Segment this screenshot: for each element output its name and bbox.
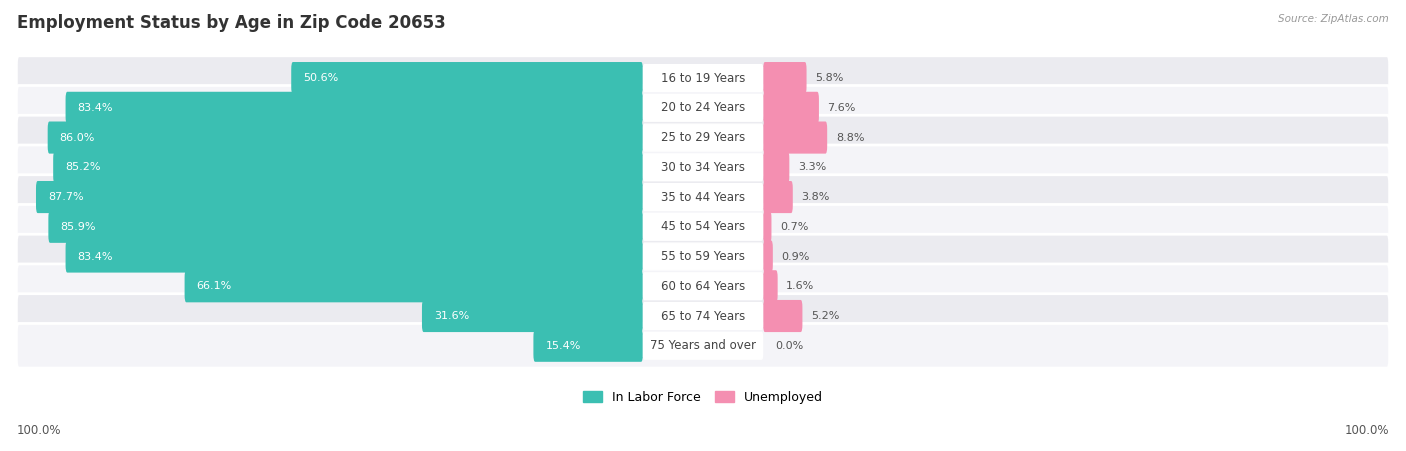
- FancyBboxPatch shape: [763, 300, 803, 332]
- Text: 0.9%: 0.9%: [782, 252, 810, 262]
- FancyBboxPatch shape: [644, 213, 762, 240]
- FancyBboxPatch shape: [763, 62, 807, 94]
- Text: 16 to 19 Years: 16 to 19 Years: [661, 72, 745, 85]
- Text: 85.2%: 85.2%: [65, 162, 101, 172]
- FancyBboxPatch shape: [644, 64, 762, 92]
- Text: 75 Years and over: 75 Years and over: [650, 339, 756, 352]
- Text: 30 to 34 Years: 30 to 34 Years: [661, 161, 745, 174]
- FancyBboxPatch shape: [17, 115, 1389, 160]
- FancyBboxPatch shape: [17, 234, 1389, 279]
- Text: 5.2%: 5.2%: [811, 311, 839, 321]
- Text: 31.6%: 31.6%: [434, 311, 470, 321]
- Text: 8.8%: 8.8%: [835, 133, 865, 143]
- Text: 83.4%: 83.4%: [77, 103, 112, 113]
- FancyBboxPatch shape: [37, 181, 643, 213]
- FancyBboxPatch shape: [763, 121, 827, 154]
- FancyBboxPatch shape: [763, 270, 778, 302]
- FancyBboxPatch shape: [644, 243, 762, 270]
- Text: 15.4%: 15.4%: [546, 341, 581, 351]
- FancyBboxPatch shape: [53, 151, 643, 184]
- FancyBboxPatch shape: [763, 151, 789, 184]
- Legend: In Labor Force, Unemployed: In Labor Force, Unemployed: [583, 391, 823, 404]
- Text: 0.7%: 0.7%: [780, 222, 808, 232]
- FancyBboxPatch shape: [291, 62, 643, 94]
- Text: 3.3%: 3.3%: [799, 162, 827, 172]
- Text: 1.6%: 1.6%: [786, 281, 814, 291]
- Text: 7.6%: 7.6%: [828, 103, 856, 113]
- FancyBboxPatch shape: [17, 86, 1389, 130]
- Text: 100.0%: 100.0%: [1344, 424, 1389, 437]
- FancyBboxPatch shape: [48, 121, 643, 154]
- FancyBboxPatch shape: [17, 145, 1389, 189]
- Text: 60 to 64 Years: 60 to 64 Years: [661, 280, 745, 293]
- FancyBboxPatch shape: [184, 270, 643, 302]
- FancyBboxPatch shape: [763, 240, 773, 272]
- Text: 83.4%: 83.4%: [77, 252, 112, 262]
- FancyBboxPatch shape: [17, 204, 1389, 249]
- FancyBboxPatch shape: [17, 175, 1389, 219]
- FancyBboxPatch shape: [17, 56, 1389, 101]
- Text: 3.8%: 3.8%: [801, 192, 830, 202]
- Text: Source: ZipAtlas.com: Source: ZipAtlas.com: [1278, 14, 1389, 23]
- Text: Employment Status by Age in Zip Code 20653: Employment Status by Age in Zip Code 206…: [17, 14, 446, 32]
- FancyBboxPatch shape: [66, 240, 643, 272]
- FancyBboxPatch shape: [66, 92, 643, 124]
- Text: 87.7%: 87.7%: [48, 192, 83, 202]
- FancyBboxPatch shape: [533, 330, 643, 362]
- FancyBboxPatch shape: [17, 264, 1389, 308]
- FancyBboxPatch shape: [644, 154, 762, 181]
- Text: 25 to 29 Years: 25 to 29 Years: [661, 131, 745, 144]
- Text: 86.0%: 86.0%: [59, 133, 96, 143]
- Text: 66.1%: 66.1%: [197, 281, 232, 291]
- Text: 45 to 54 Years: 45 to 54 Years: [661, 220, 745, 233]
- Text: 65 to 74 Years: 65 to 74 Years: [661, 309, 745, 322]
- FancyBboxPatch shape: [48, 211, 643, 243]
- Text: 35 to 44 Years: 35 to 44 Years: [661, 190, 745, 203]
- Text: 100.0%: 100.0%: [17, 424, 62, 437]
- FancyBboxPatch shape: [644, 332, 762, 359]
- FancyBboxPatch shape: [763, 92, 818, 124]
- Text: 0.0%: 0.0%: [775, 341, 803, 351]
- Text: 5.8%: 5.8%: [815, 73, 844, 83]
- Text: 50.6%: 50.6%: [304, 73, 339, 83]
- FancyBboxPatch shape: [644, 124, 762, 151]
- Text: 55 to 59 Years: 55 to 59 Years: [661, 250, 745, 263]
- FancyBboxPatch shape: [644, 303, 762, 329]
- FancyBboxPatch shape: [644, 94, 762, 121]
- Text: 20 to 24 Years: 20 to 24 Years: [661, 101, 745, 114]
- FancyBboxPatch shape: [17, 294, 1389, 338]
- FancyBboxPatch shape: [763, 181, 793, 213]
- FancyBboxPatch shape: [644, 184, 762, 211]
- FancyBboxPatch shape: [17, 323, 1389, 368]
- FancyBboxPatch shape: [763, 211, 772, 243]
- FancyBboxPatch shape: [644, 273, 762, 299]
- FancyBboxPatch shape: [422, 300, 643, 332]
- Text: 85.9%: 85.9%: [60, 222, 96, 232]
